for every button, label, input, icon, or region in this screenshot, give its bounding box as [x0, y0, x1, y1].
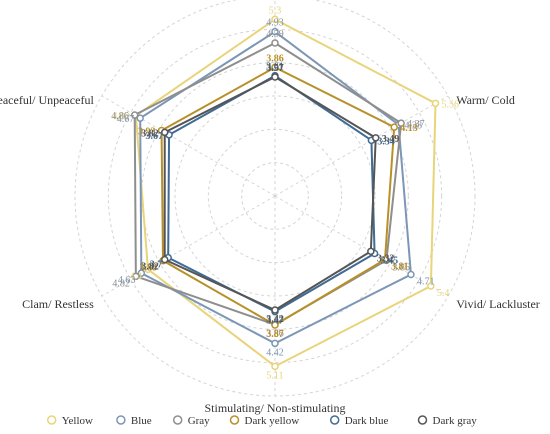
data-label: 3.32	[377, 253, 395, 264]
data-point	[271, 306, 279, 314]
axis-label: Warm/ Cold	[456, 93, 515, 107]
data-label: 3.7	[150, 260, 163, 271]
data-point	[136, 114, 144, 122]
series-line	[133, 41, 403, 326]
data-point	[144, 265, 152, 274]
data-label: 4.67	[117, 114, 135, 125]
grid-circle-4	[141, 62, 409, 330]
data-label: 4.82	[112, 112, 130, 123]
data-label: 3.47	[266, 316, 284, 327]
data-point	[271, 73, 279, 81]
legend: Yellow Blue Gray Dark yellow Dark blue Dark g…	[46, 415, 478, 427]
grid-circle-3	[174, 95, 376, 297]
legend-item: Yellow	[46, 415, 93, 427]
data-label: 5.4	[437, 288, 450, 299]
data-point	[130, 111, 139, 119]
grid-circle-1	[241, 162, 309, 230]
data-label: 3.93	[138, 127, 156, 138]
axis-label: Stimulating/ Non-stimulating	[205, 401, 346, 415]
data-label: 3.34	[377, 136, 395, 147]
series-line	[160, 66, 396, 327]
data-label: 4.82	[112, 278, 130, 289]
legend-marker	[116, 415, 126, 425]
data-point	[271, 339, 279, 348]
data-label: 3.87	[266, 329, 284, 340]
data-label: 4.37	[407, 119, 425, 130]
data-label: 4.13	[400, 123, 418, 134]
legend-item: Dark gray	[417, 415, 478, 427]
data-point	[271, 39, 279, 47]
axis-label: Peaceful/ Unpeaceful	[0, 93, 94, 107]
data-point	[397, 119, 405, 127]
data-label: 3.61	[266, 62, 284, 73]
legend-marker	[172, 415, 183, 425]
data-label: 3.57	[266, 63, 284, 74]
legend-label: Dark blue	[345, 415, 389, 427]
legend-label: Yellow	[62, 415, 93, 427]
data-point	[367, 247, 375, 256]
data-point	[371, 134, 380, 142]
grid-circle-5	[107, 28, 443, 364]
data-label: 4.86	[111, 111, 129, 122]
data-label: 5.56	[442, 99, 460, 110]
legend-item: Gray	[172, 415, 210, 427]
data-label: 3.82	[141, 262, 159, 273]
legend-item: Dark blue	[329, 415, 389, 427]
data-label: 3.49	[382, 134, 400, 145]
data-label: 4.93	[266, 18, 284, 29]
data-label: 4.59	[266, 29, 284, 40]
data-label: 5.3	[269, 5, 282, 16]
data-label: 3.88	[139, 263, 157, 274]
legend-marker	[46, 415, 57, 425]
legend-marker	[329, 415, 340, 425]
data-label: 3.86	[392, 262, 410, 273]
legend-item: Dark yellow	[229, 415, 300, 427]
value-labels: 5.35.565.45.114.44.824.934.284.714.424.6…	[111, 5, 459, 381]
data-point	[407, 270, 415, 279]
data-point	[271, 15, 279, 24]
data-label: 4.4	[129, 271, 142, 282]
data-label: 4.28	[405, 121, 423, 132]
data-point	[390, 123, 398, 131]
data-label: 3.86	[266, 329, 284, 340]
data-label: 3.82	[141, 128, 159, 139]
data-point	[271, 362, 279, 371]
legend-marker	[417, 415, 428, 425]
data-point	[137, 269, 146, 277]
data-point	[160, 128, 169, 137]
data-point	[132, 272, 140, 281]
data-label: 3.45	[381, 256, 399, 267]
data-point	[160, 255, 169, 264]
data-point	[271, 27, 279, 36]
data-label: 3.67	[146, 131, 164, 142]
data-label: 3.81	[391, 262, 409, 273]
series-layer	[130, 15, 440, 371]
legend-label: Blue	[131, 415, 152, 427]
data-label: 4.63	[118, 275, 136, 286]
data-point	[271, 63, 279, 72]
data-label: 3.42	[266, 314, 284, 325]
data-point	[427, 282, 435, 290]
data-point	[381, 255, 389, 264]
data-label: 5.11	[266, 370, 283, 381]
axis-label: Vivid/ Lackluster	[456, 297, 540, 311]
data-point	[431, 99, 440, 108]
data-label: 4.71	[417, 277, 435, 288]
radar-grid	[74, 0, 476, 397]
legend-item: Blue	[116, 415, 152, 427]
axis-label: Clam/ Restless	[22, 297, 94, 311]
legend-label: Dark yellow	[245, 415, 300, 427]
data-label: 3.86	[266, 53, 284, 64]
data-label: 4.42	[266, 347, 284, 358]
data-point	[271, 321, 279, 329]
legend-label: Gray	[188, 415, 210, 427]
legend-label: Dark gray	[433, 415, 478, 427]
legend-marker	[229, 415, 240, 425]
